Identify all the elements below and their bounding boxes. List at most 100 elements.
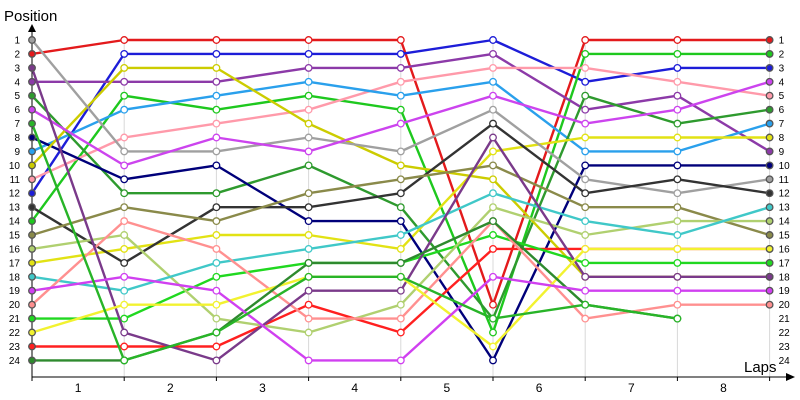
data-point <box>673 217 682 226</box>
data-point <box>581 147 590 156</box>
data-point <box>396 77 405 86</box>
x-tick-label: 6 <box>536 381 543 395</box>
data-point <box>581 91 590 100</box>
data-point <box>489 203 497 212</box>
data-point <box>120 217 129 226</box>
data-point <box>120 342 129 351</box>
x-tick-label: 1 <box>75 381 82 395</box>
right-tick-label: 9 <box>779 147 785 158</box>
data-point <box>765 49 774 58</box>
data-point <box>28 272 36 281</box>
right-tick-label: 24 <box>779 356 791 367</box>
data-point <box>304 203 313 212</box>
series-4 <box>28 49 774 156</box>
y-tick-label: 19 <box>9 286 21 297</box>
data-point <box>304 91 313 100</box>
data-point <box>765 258 774 267</box>
data-point <box>396 314 405 323</box>
data-point <box>304 133 313 142</box>
data-point <box>396 119 405 128</box>
right-tick-label: 7 <box>779 119 785 130</box>
data-point <box>212 147 221 156</box>
data-point <box>212 356 221 365</box>
data-point <box>765 105 774 114</box>
right-tick-label: 18 <box>779 272 791 283</box>
data-point <box>120 133 129 142</box>
data-point <box>120 314 129 323</box>
y-tick-label: 13 <box>9 203 21 214</box>
data-point <box>304 231 313 239</box>
data-point <box>673 314 682 323</box>
data-point <box>304 161 313 170</box>
data-point <box>581 161 590 170</box>
data-point <box>28 77 36 86</box>
data-point <box>212 272 221 281</box>
data-point <box>765 244 774 253</box>
right-tick-label: 2 <box>779 49 785 60</box>
data-point <box>28 119 36 128</box>
right-tick-label: 11 <box>779 175 790 186</box>
data-point <box>212 258 221 267</box>
x-tick-label: 4 <box>351 381 358 395</box>
series-23 <box>28 272 774 365</box>
data-point <box>396 231 405 239</box>
series-9 <box>28 133 774 365</box>
data-point <box>489 272 497 281</box>
x-tick-label: 3 <box>259 381 266 395</box>
data-point <box>212 342 221 351</box>
right-tick-label: 22 <box>779 328 791 339</box>
data-point <box>396 63 405 72</box>
data-point <box>581 36 590 44</box>
data-point <box>765 91 774 100</box>
data-point <box>489 161 497 170</box>
data-point <box>489 91 497 100</box>
series-3 <box>28 49 774 337</box>
data-point <box>120 328 129 337</box>
data-point <box>489 147 497 156</box>
data-point <box>396 161 405 170</box>
data-point <box>212 314 221 323</box>
data-point <box>396 328 405 337</box>
data-point <box>581 314 590 323</box>
data-point <box>581 244 590 253</box>
series-5 <box>28 63 774 184</box>
y-tick-label: 17 <box>9 258 21 269</box>
data-point <box>120 231 129 239</box>
data-point <box>28 133 36 142</box>
data-point <box>304 105 313 114</box>
data-point <box>396 36 405 44</box>
y-tick-label: 22 <box>9 328 21 339</box>
data-point <box>489 231 497 239</box>
data-point <box>304 77 313 86</box>
data-point <box>304 244 313 253</box>
data-point <box>581 300 590 309</box>
y-tick-label: 9 <box>14 147 20 158</box>
data-point <box>489 36 497 44</box>
data-point <box>581 175 590 184</box>
data-point <box>673 286 682 295</box>
right-tick-label: 23 <box>779 342 791 353</box>
data-point <box>673 133 682 142</box>
data-point <box>489 342 497 351</box>
data-point <box>120 286 129 295</box>
data-point <box>28 328 36 337</box>
data-point <box>489 77 497 86</box>
data-point <box>212 300 221 309</box>
series-layer <box>28 36 774 365</box>
series-6 <box>28 77 774 156</box>
right-tick-label: 4 <box>779 77 785 88</box>
x-tick-label: 5 <box>444 381 451 395</box>
data-point <box>28 49 36 58</box>
data-point <box>120 77 129 86</box>
data-point <box>581 217 590 226</box>
y-tick-label: 10 <box>9 161 21 172</box>
data-point <box>765 272 774 281</box>
right-tick-label: 15 <box>779 231 791 242</box>
data-point <box>765 189 774 198</box>
data-point <box>120 147 129 156</box>
data-point <box>673 147 682 156</box>
data-point <box>212 133 221 142</box>
right-tick-label: 6 <box>779 105 785 116</box>
y-tick-label: 8 <box>14 133 20 144</box>
